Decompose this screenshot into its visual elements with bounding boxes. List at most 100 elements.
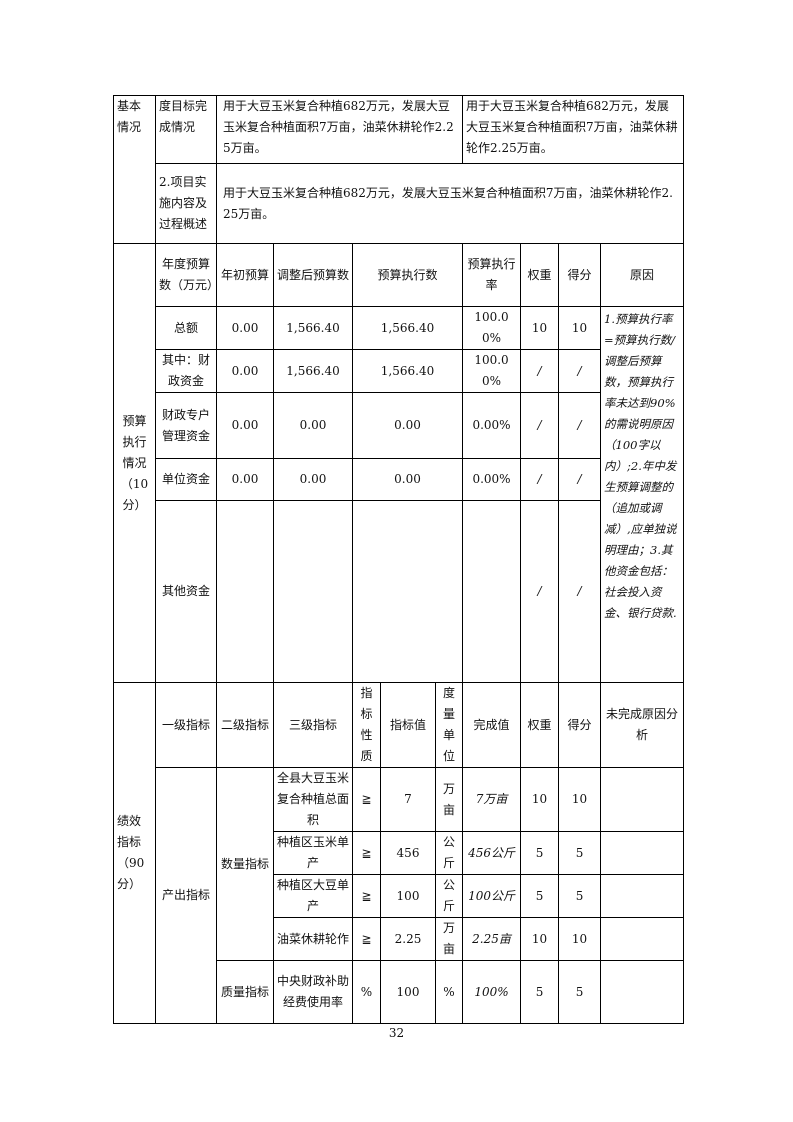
budget-header: 预算执行率	[462, 243, 522, 307]
performance-header-row: 绩效指标（90分） 一级指标 二级指标 三级指标 指标性质 指标值 度量单位 完…	[113, 682, 685, 1024]
budget-row: 其他资金 / /	[114, 500, 684, 683]
page-number: 32	[388, 1026, 405, 1040]
performance-section-label: 绩效指标（90分）	[113, 682, 156, 1024]
budget-header: 原因	[600, 243, 685, 307]
indicator-target: 100	[380, 874, 436, 918]
budget-header: 年度预算数（万元）	[155, 243, 219, 307]
indicator-nature: ≧	[352, 767, 381, 832]
level2-indicator: 数量指标	[216, 767, 274, 961]
performance-header: 指标性质	[352, 682, 381, 768]
level3-indicator: 全县大豆玉米复合种植总面积	[273, 767, 353, 832]
budget-rate: 100.00%	[462, 349, 522, 393]
budget-row: 总额 0.00 1,566.40 1,566.40 100.00% 10 10 …	[114, 306, 685, 683]
indicator-score: 10	[558, 767, 602, 832]
basic-section-label: 基本情况	[113, 95, 156, 244]
performance-header: 未完成原因分析	[600, 682, 685, 768]
budget-executed: 1,566.40	[351, 349, 464, 393]
budget-weight: /	[520, 392, 560, 459]
performance-header: 完成值	[462, 682, 522, 768]
budget-row-label: 其他资金	[155, 500, 217, 683]
budget-initial: 0.00	[216, 306, 274, 350]
performance-header: 度量单位	[434, 682, 464, 768]
indicator-target: 2.25	[380, 917, 436, 961]
performance-header: 二级指标	[216, 682, 274, 768]
budget-initial: 0.00	[216, 458, 274, 501]
budget-adjusted	[273, 500, 353, 683]
indicator-reason	[600, 767, 685, 832]
budget-weight: /	[520, 458, 560, 501]
budget-header: 得分	[558, 243, 602, 307]
budget-score: /	[558, 392, 602, 459]
budget-executed: 0.00	[351, 458, 464, 501]
budget-rate: 100.00%	[462, 306, 522, 350]
indicator-weight: 5	[520, 831, 560, 875]
level2-indicator: 质量指标	[216, 960, 274, 1024]
indicator-unit: 公斤	[434, 831, 464, 875]
indicator-score: 5	[558, 960, 602, 1024]
performance-row: 种植区大豆单产 ≧ 100 公斤 100公斤 5 5	[114, 874, 685, 918]
budget-weight: /	[520, 500, 560, 683]
budget-score: /	[558, 349, 602, 393]
performance-header: 三级指标	[273, 682, 353, 768]
performance-row: 质量指标 中央财政补助经费使用率 % 100 % 100% 5 5	[114, 960, 685, 1024]
indicator-target: 100	[380, 960, 436, 1024]
basic-row-2: 2.项目实施内容及过程概述 用于大豆玉米复合种植682万元，发展大豆玉米复合种植…	[114, 163, 685, 244]
level3-indicator: 种植区大豆单产	[273, 874, 353, 918]
performance-row: 产出指标 数量指标 全县大豆玉米复合种植总面积 ≧ 7 万亩 7万亩 10 10	[114, 767, 685, 1024]
budget-row: 其中：财政资金 0.00 1,566.40 1,566.40 100.00% /…	[114, 349, 684, 393]
budget-score: 10	[558, 306, 602, 350]
budget-row-label: 单位资金	[155, 458, 217, 501]
budget-header: 年初预算	[216, 243, 274, 307]
budget-header: 预算执行数	[351, 243, 464, 307]
indicator-actual: 100%	[462, 960, 522, 1024]
budget-executed: 1,566.40	[351, 306, 464, 350]
level3-indicator: 油菜休耕轮作	[273, 917, 353, 961]
indicator-reason	[600, 874, 685, 918]
indicator-nature: ≧	[352, 874, 381, 918]
budget-note: 1.预算执行率=预算执行数/调整后预算数，预算执行率未达到90%的需说明原因（1…	[600, 306, 685, 683]
performance-header: 指标值	[380, 682, 436, 768]
indicator-actual: 100公斤	[462, 874, 522, 918]
indicator-target: 7	[380, 767, 436, 832]
budget-adjusted: 1,566.40	[273, 349, 353, 393]
indicator-nature: ≧	[352, 831, 381, 875]
budget-rate: 0.00%	[462, 458, 522, 501]
indicator-weight: 10	[520, 767, 560, 832]
budget-initial	[216, 500, 274, 683]
indicator-reason	[600, 960, 685, 1024]
basic-row-1: 基本情况 度目标完成情况 用于大豆玉米复合种植682万元，发展大豆玉米复合种植面…	[113, 95, 685, 244]
budget-rate: 0.00%	[462, 392, 522, 459]
basic-row1-plan: 用于大豆玉米复合种植682万元，发展大豆玉米复合种植面积7万亩，油菜休耕轮作2.…	[215, 95, 464, 164]
indicator-nature: %	[352, 960, 381, 1024]
indicator-weight: 10	[520, 917, 560, 961]
budget-score: /	[558, 458, 602, 501]
budget-row-label: 其中：财政资金	[155, 349, 217, 393]
indicator-weight: 5	[520, 874, 560, 918]
indicator-score: 5	[558, 831, 602, 875]
performance-evaluation-table: 基本情况 度目标完成情况 用于大豆玉米复合种植682万元，发展大豆玉米复合种植面…	[113, 95, 685, 1024]
indicator-actual: 456公斤	[462, 831, 522, 875]
budget-header: 调整后预算数	[273, 243, 353, 307]
indicator-unit: %	[434, 960, 464, 1024]
budget-executed	[351, 500, 464, 683]
indicator-actual: 7万亩	[462, 767, 522, 832]
budget-adjusted: 1,566.40	[273, 306, 353, 350]
indicator-unit: 万亩	[434, 917, 464, 961]
indicator-reason	[600, 831, 685, 875]
budget-initial: 0.00	[216, 392, 274, 459]
level1-indicator: 产出指标	[155, 767, 217, 1024]
budget-row-label: 财政专户管理资金	[155, 392, 217, 459]
indicator-score: 10	[558, 917, 602, 961]
level3-indicator: 中央财政补助经费使用率	[273, 960, 353, 1024]
performance-header: 一级指标	[155, 682, 217, 768]
basic-row1-label: 度目标完成情况	[155, 95, 217, 164]
budget-row-label: 总额	[155, 306, 217, 350]
performance-row: 油菜休耕轮作 ≧ 2.25 万亩 2.25亩 10 10	[114, 917, 685, 961]
budget-adjusted: 0.00	[273, 392, 353, 459]
budget-adjusted: 0.00	[273, 458, 353, 501]
indicator-actual: 2.25亩	[462, 917, 522, 961]
budget-initial: 0.00	[216, 349, 274, 393]
budget-row: 单位资金 0.00 0.00 0.00 0.00% / /	[114, 458, 684, 501]
budget-score: /	[558, 500, 602, 683]
performance-row: 种植区玉米单产 ≧ 456 公斤 456公斤 5 5	[114, 831, 685, 875]
